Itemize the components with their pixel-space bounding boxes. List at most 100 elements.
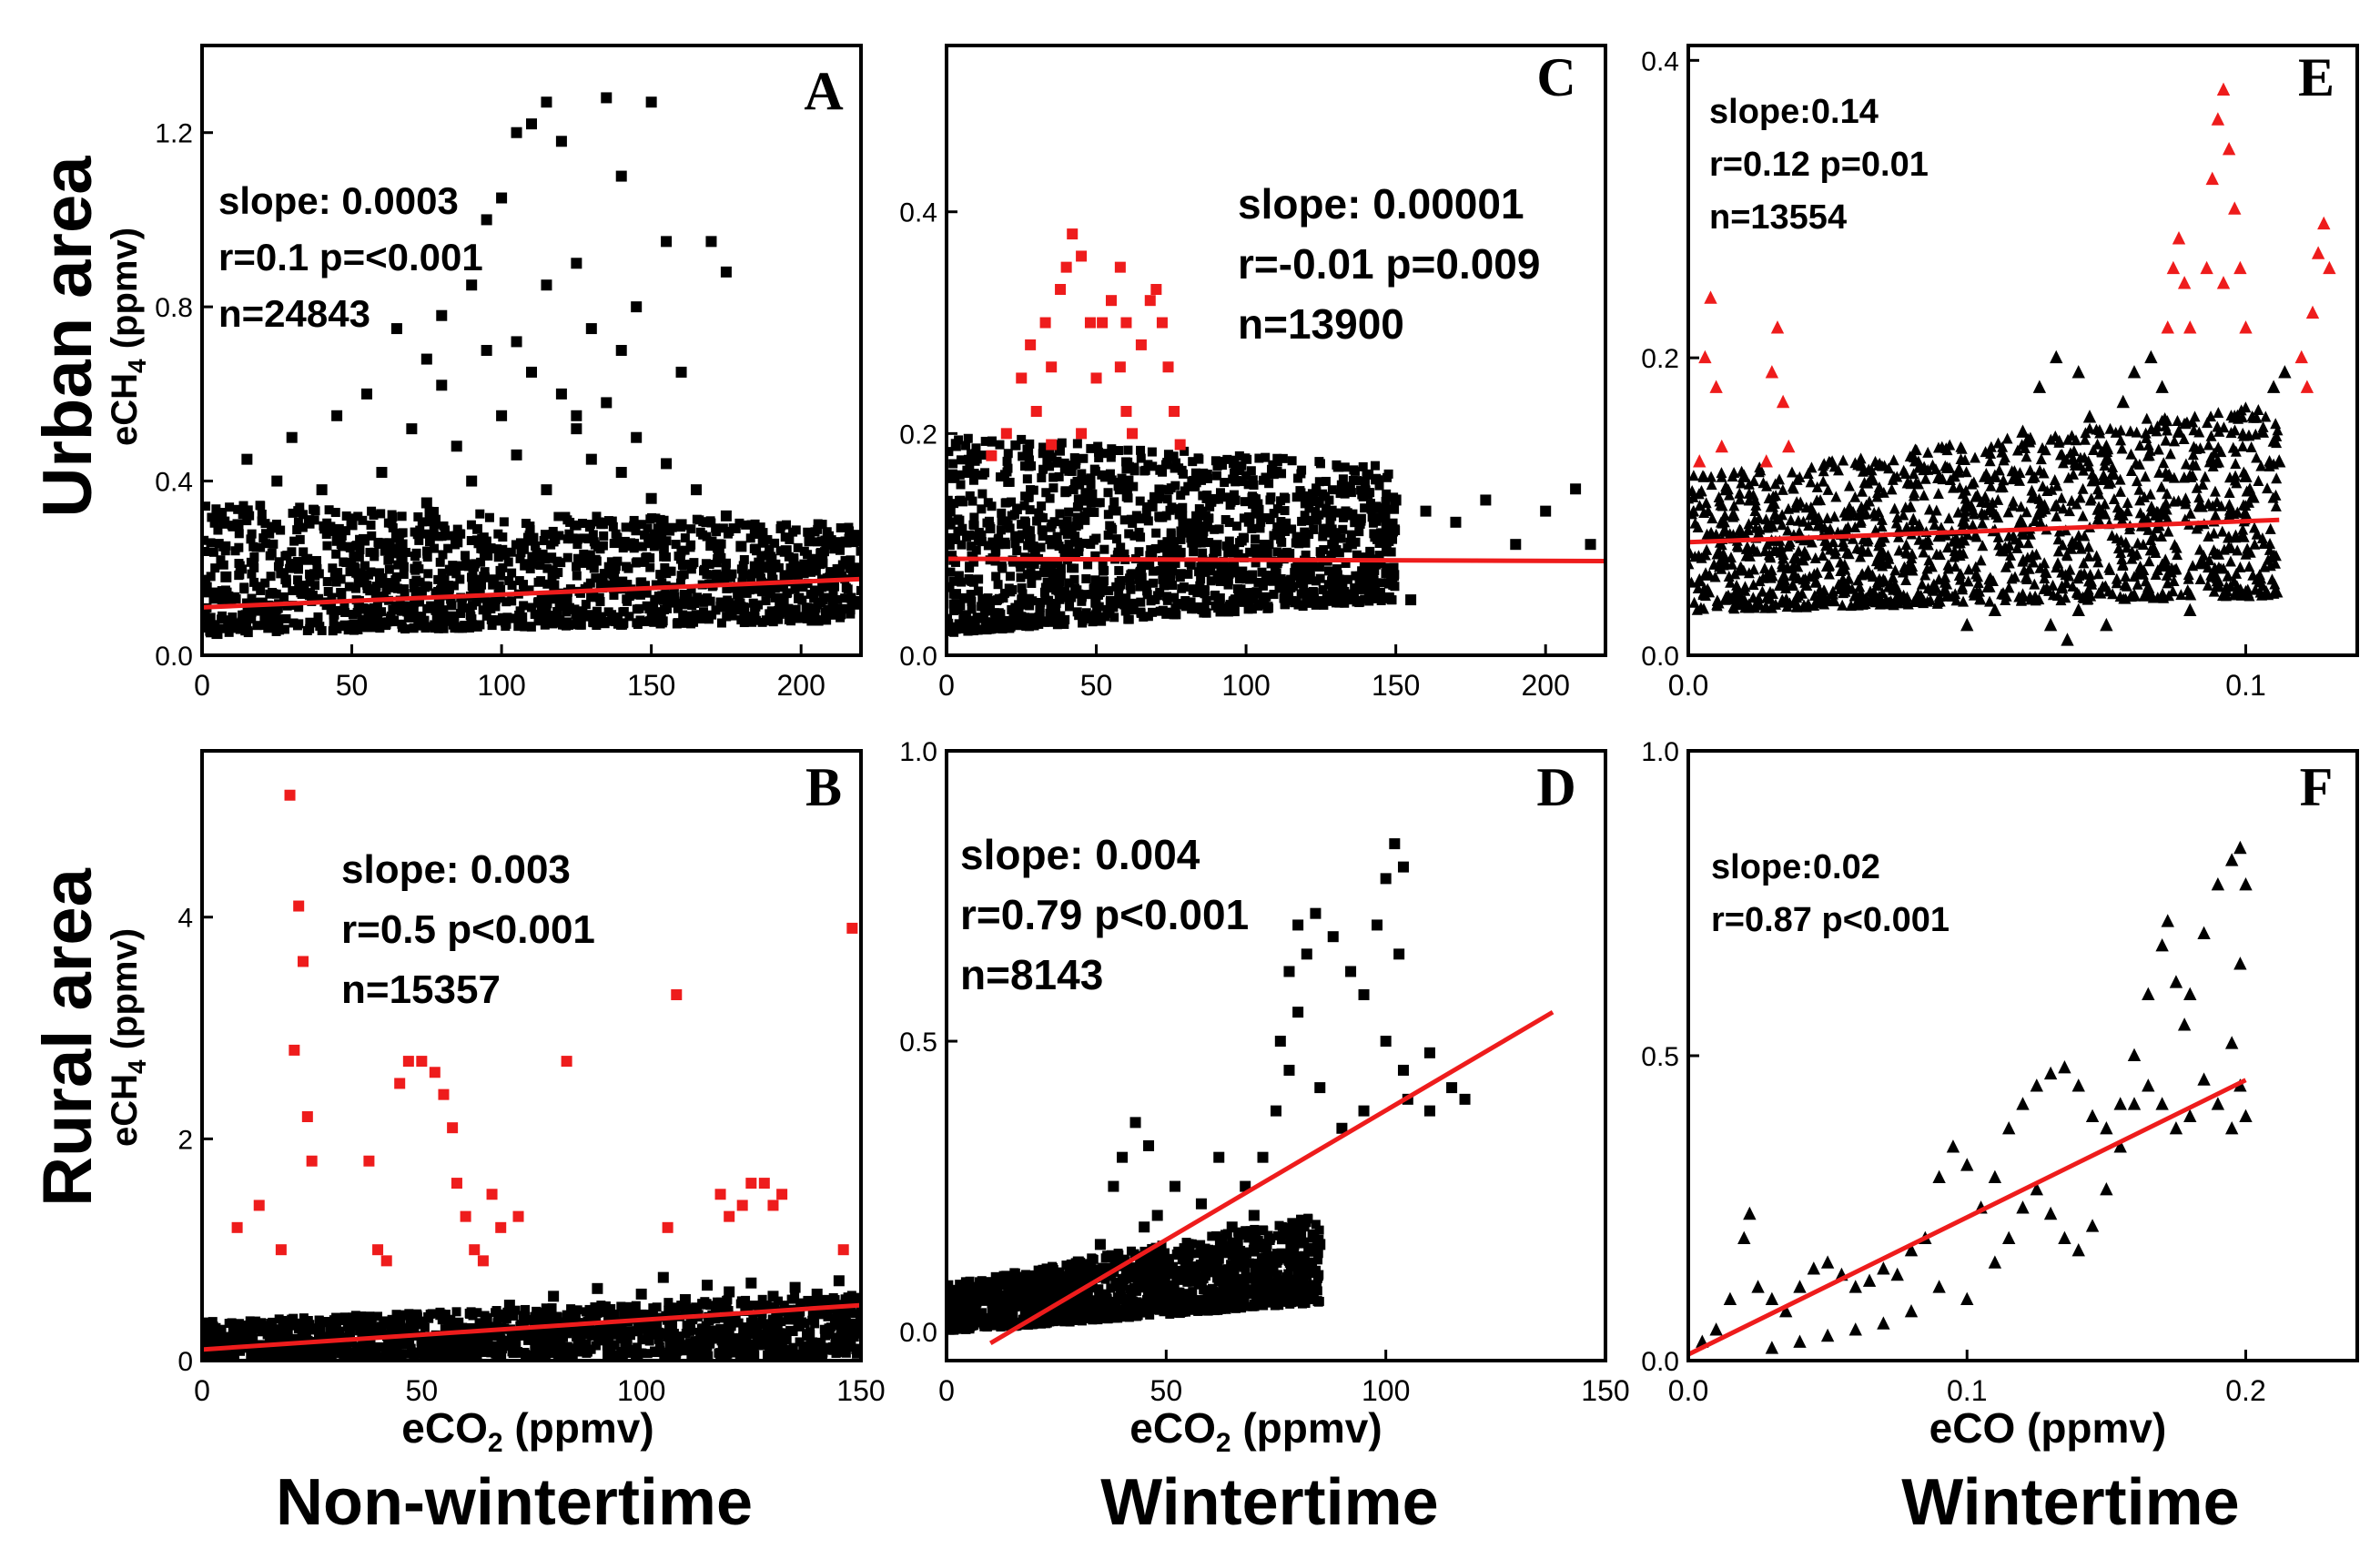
data-point-dense: [516, 1320, 526, 1330]
data-point-dense: [1204, 513, 1214, 523]
data-point-dense: [572, 553, 582, 563]
data-point-dense: [702, 1349, 712, 1359]
data-point-dense: [984, 516, 994, 526]
data-point-dense: [441, 1310, 451, 1320]
data-point-dense: [430, 520, 441, 530]
data-point-dense: [1103, 510, 1113, 520]
x-tick-label: 200: [776, 669, 825, 702]
data-point-dense: [433, 574, 443, 584]
data-point-dense: [560, 601, 570, 611]
data-point-dense: [288, 1352, 298, 1361]
data-point-dense: [486, 614, 496, 624]
data-point-dense: [1189, 481, 1199, 491]
data-point-dense: [753, 1320, 763, 1330]
data-point-dense: [1333, 508, 1343, 518]
data-point-dense: [281, 613, 291, 623]
data-point-dense: [305, 623, 315, 633]
data-point-dense: [493, 1313, 503, 1323]
data-point-dense: [662, 552, 672, 562]
y-tick-label: 4: [177, 904, 193, 934]
data-point-dense: [202, 1334, 210, 1344]
data-point-dense: [1073, 537, 1083, 547]
data-point-dense: [957, 540, 967, 550]
data-point-dense: [590, 540, 600, 550]
data-point-dense: [242, 1327, 252, 1337]
data-point-dense: [1055, 446, 1065, 456]
data-point-dense: [438, 550, 448, 560]
data-point-dense: [967, 576, 977, 586]
data-point-dense: [641, 552, 651, 562]
data-point-dense: [555, 617, 565, 627]
data-point-dense: [208, 1326, 218, 1336]
data-point-dense: [310, 581, 320, 591]
data-point-dense: [742, 1322, 752, 1332]
data-point-dense: [969, 469, 979, 479]
data-point-dense: [1045, 493, 1055, 503]
panel-label: C: [1536, 47, 1575, 107]
data-point-dense: [572, 1331, 582, 1341]
x-tick-label: 200: [1521, 669, 1569, 702]
data-point-dense: [331, 530, 341, 540]
data-point-dense: [680, 533, 690, 543]
data-point-dense: [947, 517, 956, 527]
data-point-dense: [1314, 498, 1324, 508]
data-point-dense: [299, 510, 309, 520]
data-point-dense: [1355, 519, 1365, 529]
data-point-dense: [206, 628, 216, 638]
data-point-dense: [645, 514, 655, 524]
data-point-dense: [1357, 566, 1367, 576]
data-point-dense: [1250, 543, 1260, 553]
data-point-dense: [1054, 471, 1064, 481]
data-point-dense: [1225, 501, 1235, 511]
data-point-dense: [373, 612, 383, 623]
data-point-dense: [1045, 450, 1055, 460]
data-point-dense: [331, 1321, 341, 1331]
data-point-dense: [525, 564, 535, 574]
data-point-dense: [550, 1316, 560, 1326]
data-point: [724, 1286, 735, 1298]
data-point-dense: [531, 1338, 541, 1348]
data-point: [511, 127, 522, 138]
data-point-dense: [671, 1307, 681, 1317]
data-point-dense: [704, 614, 714, 624]
data-point-dense: [1162, 494, 1172, 504]
data-point-dense: [729, 1337, 739, 1347]
data-point-dense: [1047, 540, 1057, 550]
data-point-dense: [266, 1351, 276, 1361]
data-point-dense: [603, 1331, 613, 1341]
data-point-dense: [231, 594, 241, 604]
data-point-dense: [1081, 573, 1091, 583]
data-point-dense: [1178, 520, 1188, 530]
data-point-dense: [541, 554, 551, 564]
xlabel-col-1-text: eCO: [401, 1404, 488, 1452]
data-point-dense: [572, 571, 582, 581]
data-point-dense: [1231, 475, 1241, 485]
data-point-dense: [542, 599, 552, 609]
data-point-dense: [388, 522, 398, 532]
data-point: [675, 366, 687, 378]
data-point: [555, 388, 567, 400]
data-point-dense: [698, 530, 708, 540]
data-point-dense: [341, 1313, 351, 1323]
data-point-dense: [959, 592, 969, 602]
data-point-dense: [484, 512, 494, 522]
data-point-dense: [537, 1307, 547, 1317]
data-point-dense: [852, 1349, 861, 1359]
data-point-dense: [1050, 582, 1060, 592]
data-point-dense: [1229, 490, 1239, 500]
data-point-dense: [994, 540, 1004, 550]
data-point-dense: [294, 582, 304, 592]
data-point-dense: [467, 582, 477, 592]
data-point-dense: [688, 1343, 698, 1353]
data-point-dense: [327, 599, 337, 609]
data-point-dense: [446, 1352, 456, 1361]
data-point-highlight: [451, 1178, 462, 1189]
data-point-dense: [572, 1347, 582, 1357]
data-point-dense: [444, 588, 454, 598]
data-point-dense: [353, 511, 363, 521]
data-point-dense: [782, 589, 792, 599]
data-point-dense: [523, 1335, 533, 1345]
data-point-dense: [240, 610, 250, 620]
data-point-dense: [419, 1341, 429, 1351]
data-point-dense: [1318, 595, 1328, 605]
